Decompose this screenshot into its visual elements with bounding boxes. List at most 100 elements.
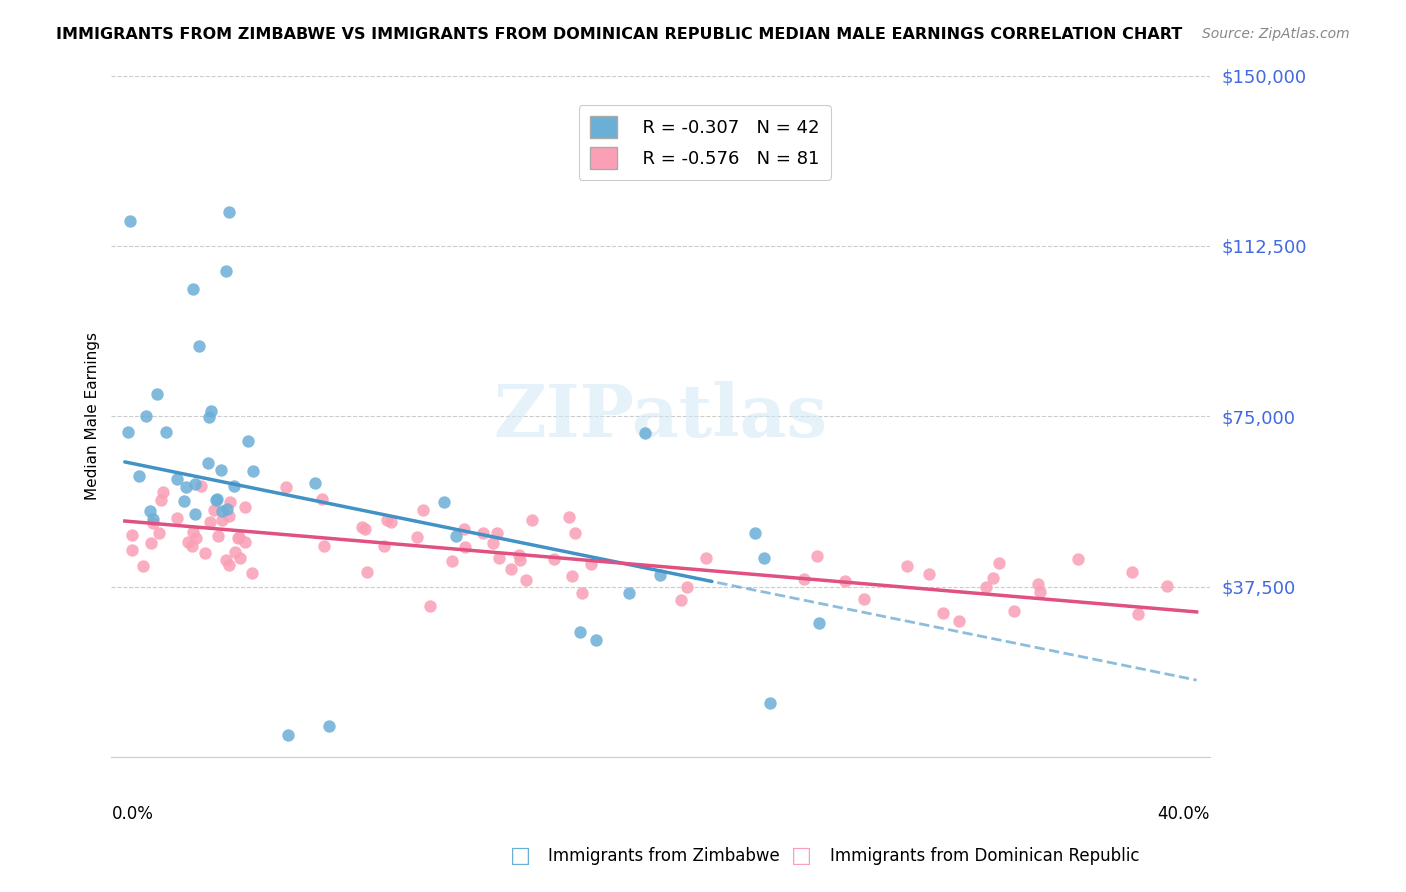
Point [184, 531, 207, 545]
Point [412, 502, 434, 516]
Point [200, 515, 222, 529]
Point [224, 545, 246, 559]
Point [226, 531, 249, 545]
Point [312, 539, 335, 553]
Point [209, 463, 232, 477]
Point [1002, 604, 1025, 618]
Point [1066, 552, 1088, 566]
Point [419, 599, 441, 614]
Point [695, 551, 717, 566]
Point [1026, 577, 1049, 591]
Point [152, 484, 174, 499]
Text: ZIPatlas: ZIPatlas [494, 381, 828, 452]
Point [200, 404, 222, 418]
Point [187, 339, 209, 353]
Point [277, 728, 299, 742]
Point [219, 495, 242, 509]
Point [375, 513, 398, 527]
Point [444, 529, 467, 543]
Point [1121, 565, 1143, 579]
Point [1156, 579, 1178, 593]
Point [752, 551, 775, 566]
Point [215, 264, 238, 278]
Point [619, 586, 641, 600]
Point [240, 566, 263, 581]
Point [1029, 584, 1052, 599]
Point [120, 214, 142, 228]
Point [121, 528, 143, 542]
Point [569, 625, 592, 640]
Point [228, 530, 250, 544]
Point [174, 480, 197, 494]
Point [166, 472, 188, 486]
Point [356, 565, 378, 579]
Point [406, 530, 429, 544]
Point [454, 541, 477, 555]
Point [211, 512, 233, 526]
Y-axis label: Median Male Earnings: Median Male Earnings [86, 333, 100, 500]
Legend:   R = -0.307   N = 42,   R = -0.576   N = 81: R = -0.307 N = 42, R = -0.576 N = 81 [579, 105, 831, 180]
Point [233, 535, 256, 549]
Point [235, 500, 257, 515]
Point [515, 573, 537, 587]
Point [181, 539, 204, 553]
Point [190, 479, 212, 493]
Point [853, 592, 876, 607]
Point [453, 522, 475, 536]
Point [948, 614, 970, 628]
Point [520, 513, 543, 527]
Point [132, 559, 155, 574]
Point [202, 503, 225, 517]
Text: 40.0%: 40.0% [1157, 805, 1211, 823]
Point [988, 557, 1011, 571]
Point [155, 425, 177, 439]
Point [207, 492, 229, 507]
Point [648, 568, 671, 582]
Point [744, 526, 766, 541]
Point [488, 551, 510, 566]
Point [181, 282, 204, 296]
Text: IMMIGRANTS FROM ZIMBABWE VS IMMIGRANTS FROM DOMINICAN REPUBLIC MEDIAN MALE EARNI: IMMIGRANTS FROM ZIMBABWE VS IMMIGRANTS F… [56, 27, 1182, 42]
Point [932, 607, 955, 621]
Point [561, 569, 583, 583]
Point [149, 493, 172, 508]
Point [353, 522, 375, 536]
Point [793, 572, 815, 586]
Point [229, 550, 252, 565]
Point [471, 526, 494, 541]
Point [224, 478, 246, 492]
Point [433, 495, 456, 509]
Point [896, 558, 918, 573]
Point [634, 426, 657, 441]
Point [558, 510, 581, 524]
Point [218, 509, 240, 524]
Point [304, 476, 326, 491]
Point [218, 205, 240, 219]
Point [1128, 607, 1150, 622]
Text: Immigrants from Zimbabwe: Immigrants from Zimbabwe [548, 847, 780, 865]
Point [669, 593, 692, 607]
Point [142, 512, 165, 526]
Text: Source: ZipAtlas.com: Source: ZipAtlas.com [1202, 27, 1350, 41]
Point [564, 525, 586, 540]
Point [508, 548, 530, 562]
Point [509, 552, 531, 566]
Point [148, 525, 170, 540]
Point [758, 696, 780, 710]
Point [242, 464, 264, 478]
Point [135, 409, 157, 424]
Point [807, 615, 830, 630]
Point [138, 504, 160, 518]
Point [117, 425, 139, 439]
Point [499, 562, 522, 576]
Point [485, 525, 508, 540]
Point [834, 574, 856, 588]
Text: □: □ [510, 847, 530, 866]
Point [579, 558, 602, 572]
Point [311, 492, 333, 507]
Point [218, 558, 240, 573]
Point [543, 552, 565, 566]
Point [571, 586, 593, 600]
Point [142, 516, 165, 530]
Point [981, 571, 1004, 585]
